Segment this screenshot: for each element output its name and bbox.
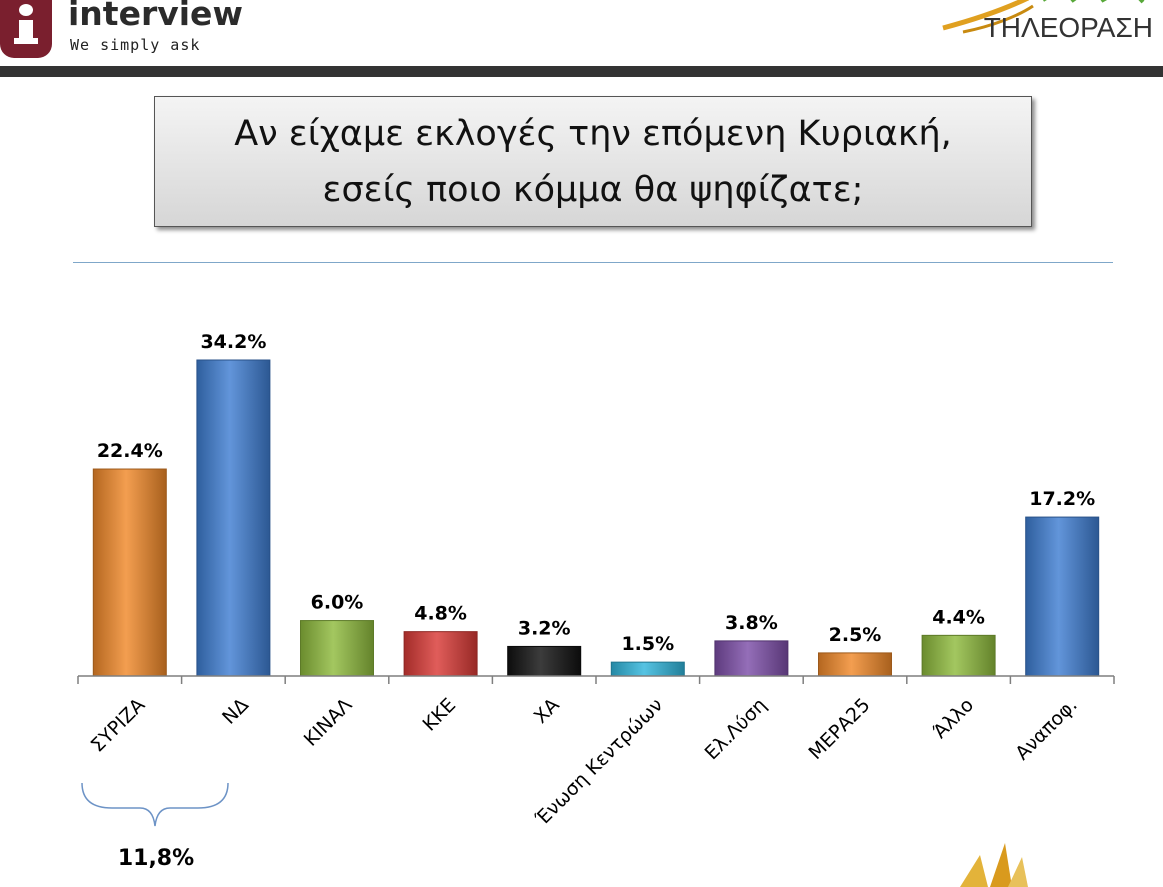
sum-annotation: 11,8% <box>117 846 195 871</box>
bar-2 <box>196 359 271 677</box>
category-label: Αναποφ. <box>1011 694 1082 765</box>
value-label: 17.2% <box>1029 488 1095 510</box>
bar-3 <box>300 620 374 677</box>
header-bar <box>0 66 1163 77</box>
category-label: Άλλο <box>929 694 978 743</box>
channel-logo-icon <box>942 0 1145 34</box>
category-label: ΝΔ <box>218 694 253 729</box>
bar-9 <box>921 634 996 677</box>
bar-8 <box>818 652 892 677</box>
category-label: ΚΙΝΑΛ <box>300 694 357 751</box>
value-label: 6.0% <box>311 592 364 614</box>
value-label: 3.2% <box>518 617 571 639</box>
channel-label: ΤΗΛΕΟΡΑΣΗ <box>983 12 1153 43</box>
question-line-2: εσείς ποιο κόμμα θα ψηφίζατε; <box>322 169 864 210</box>
bar-10 <box>1025 516 1100 677</box>
category-label: ΧΑ <box>530 694 564 728</box>
bar-1 <box>92 468 167 677</box>
brand-tagline: We simply ask <box>70 36 201 54</box>
interview-logo-icon <box>0 0 52 58</box>
bar-5 <box>507 645 582 677</box>
question-box: Αν είχαμε εκλογές την επόμενη Κυριακή, ε… <box>154 96 1032 227</box>
category-label: Ελ.Λύση <box>701 694 771 764</box>
header: interview We simply ask ΤΗΛΕΟΡΑΣΗ <box>0 0 1163 77</box>
wheat-decoration-icon <box>960 843 1028 887</box>
question-text: Αν είχαμε εκλογές την επόμενη Κυριακή, ε… <box>234 106 952 218</box>
value-label: 4.4% <box>932 606 985 628</box>
question-line-1: Αν είχαμε εκλογές την επόμενη Κυριακή, <box>234 113 952 154</box>
value-label: 1.5% <box>621 633 674 655</box>
value-label: 4.8% <box>414 603 467 625</box>
bar-7 <box>714 640 789 677</box>
value-label: 22.4% <box>97 440 163 462</box>
divider-line <box>73 262 1113 263</box>
value-label: 2.5% <box>829 624 882 646</box>
value-label: 3.8% <box>725 612 778 634</box>
value-label: 34.2% <box>200 331 266 353</box>
bar-4 <box>403 631 478 677</box>
category-label: ΣΥΡΙΖΑ <box>87 694 150 757</box>
category-label: ΜΕΡΑ25 <box>805 694 875 764</box>
bar-6 <box>610 661 685 677</box>
brand-name: interview <box>68 0 243 33</box>
category-label: ΚΚΕ <box>418 694 460 736</box>
sum-bracket <box>81 782 229 827</box>
